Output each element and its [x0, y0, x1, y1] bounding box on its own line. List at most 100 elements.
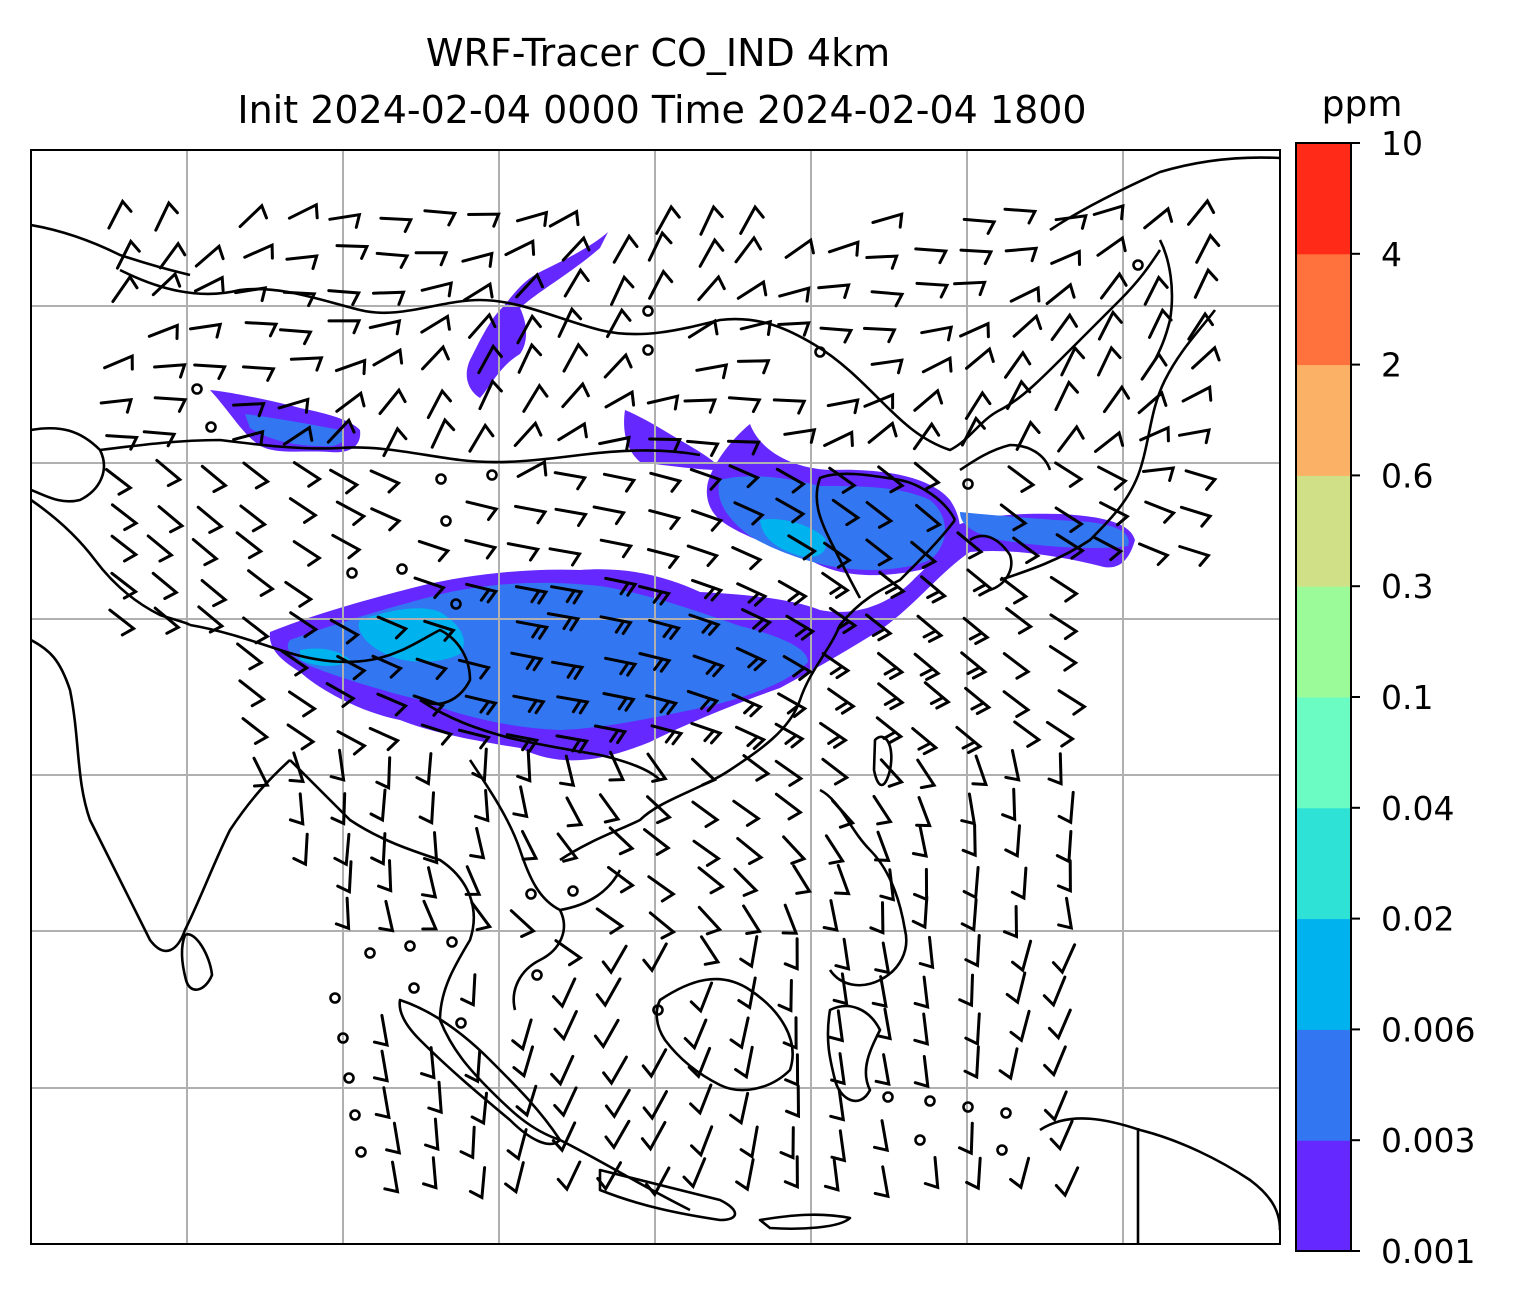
wind-barb [115, 238, 141, 270]
wind-barb [1045, 282, 1076, 306]
wind-barb [191, 538, 219, 567]
wind-barb [1178, 428, 1211, 445]
calm-wind-marker [396, 563, 408, 575]
wind-barb [921, 355, 953, 374]
wind-barb [783, 427, 817, 444]
wind-barb [736, 582, 768, 607]
calm-wind-marker [962, 1101, 974, 1113]
colorbar-bin [1296, 586, 1351, 698]
wind-barb [1049, 575, 1080, 603]
wind-barb [368, 726, 401, 752]
wind-barb [1056, 859, 1072, 894]
wind-barb [602, 472, 637, 493]
border-kazakh [31, 223, 191, 277]
wind-barb [648, 618, 682, 640]
wind-barb [463, 281, 494, 302]
wind-barb [874, 830, 891, 862]
wind-barb [774, 792, 803, 821]
wind-barb [470, 1091, 488, 1126]
wind-barb [734, 235, 763, 264]
wind-barb [727, 396, 762, 414]
wind-barb [142, 430, 177, 448]
coastlines [31, 156, 1280, 1244]
wind-barb [147, 323, 179, 340]
wind-barb [110, 571, 139, 600]
wind-barb [383, 1160, 400, 1194]
wind-barb [1045, 720, 1076, 748]
wind-barb [1096, 235, 1127, 257]
wind-barb [467, 212, 501, 228]
wind-barb [550, 585, 584, 605]
wind-barb [328, 212, 362, 229]
calm-wind-marker [1132, 259, 1144, 271]
wind-barb [368, 319, 402, 336]
wind-barb [1012, 313, 1043, 338]
wind-barb [913, 461, 941, 490]
wind-barb [778, 286, 811, 303]
coast-russia-east [1049, 156, 1280, 232]
calm-wind-marker [996, 1144, 1008, 1156]
wind-barb [424, 1117, 440, 1152]
wind-barb [959, 321, 990, 339]
wind-barb [873, 1119, 890, 1153]
colorbar-tick-label: 0.3 [1381, 567, 1433, 606]
wind-barb [727, 439, 761, 456]
wind-barb [640, 1121, 667, 1152]
wind-barb [874, 1053, 891, 1087]
calm-wind-marker [337, 1032, 349, 1044]
wind-barb [423, 619, 456, 642]
wind-barb [646, 795, 673, 825]
wind-barb [241, 717, 270, 745]
wind-barb [557, 421, 588, 442]
wind-barb [742, 754, 771, 782]
wind-barb [648, 437, 682, 453]
wind-barb [252, 756, 270, 788]
border-china-south [419, 698, 661, 781]
wind-barb [607, 865, 636, 894]
wind-barb [700, 935, 721, 966]
wind-barb [687, 1046, 712, 1079]
wind-barb [736, 359, 771, 375]
wind-barb [422, 1156, 438, 1190]
wind-barb [553, 471, 588, 491]
wind-barb [1043, 1090, 1068, 1123]
wind-barb [421, 344, 450, 371]
wind-barb [1191, 345, 1221, 370]
wind-barb [690, 721, 723, 745]
wind-barb [733, 501, 765, 526]
wind-barb [513, 420, 543, 447]
wind-barb [593, 724, 628, 745]
wind-barb [958, 1121, 974, 1156]
calm-wind-marker [329, 992, 341, 1004]
wind-barb [288, 690, 318, 718]
wind-barb [193, 363, 227, 380]
wind-barb [877, 651, 905, 680]
wind-barb [686, 439, 720, 457]
calm-wind-marker [346, 567, 358, 579]
wind-barb [649, 471, 683, 493]
wind-barb [371, 654, 404, 679]
wind-barb [562, 342, 588, 373]
wind-barb [646, 752, 668, 783]
wind-barb [420, 1046, 436, 1080]
wind-barb [686, 544, 720, 567]
wind-barb [1000, 576, 1029, 605]
wind-barb [415, 657, 449, 680]
wind-barb [998, 1047, 1019, 1081]
wind-barb [728, 464, 761, 489]
wind-barb [512, 694, 546, 715]
wind-barb [821, 757, 850, 786]
wind-barb [638, 652, 672, 673]
border-mekong [468, 759, 622, 912]
wind-barb [468, 422, 495, 453]
wind-barb [1009, 1009, 1031, 1043]
wind-barb [1057, 424, 1085, 453]
wind-barb [369, 788, 387, 823]
wind-barb [286, 723, 316, 751]
calm-wind-marker [642, 344, 654, 356]
wind-barb [736, 837, 764, 865]
wind-barb [282, 290, 317, 308]
wind-barb [598, 435, 631, 452]
wind-barb [370, 507, 402, 532]
wind-barb [553, 1010, 578, 1042]
